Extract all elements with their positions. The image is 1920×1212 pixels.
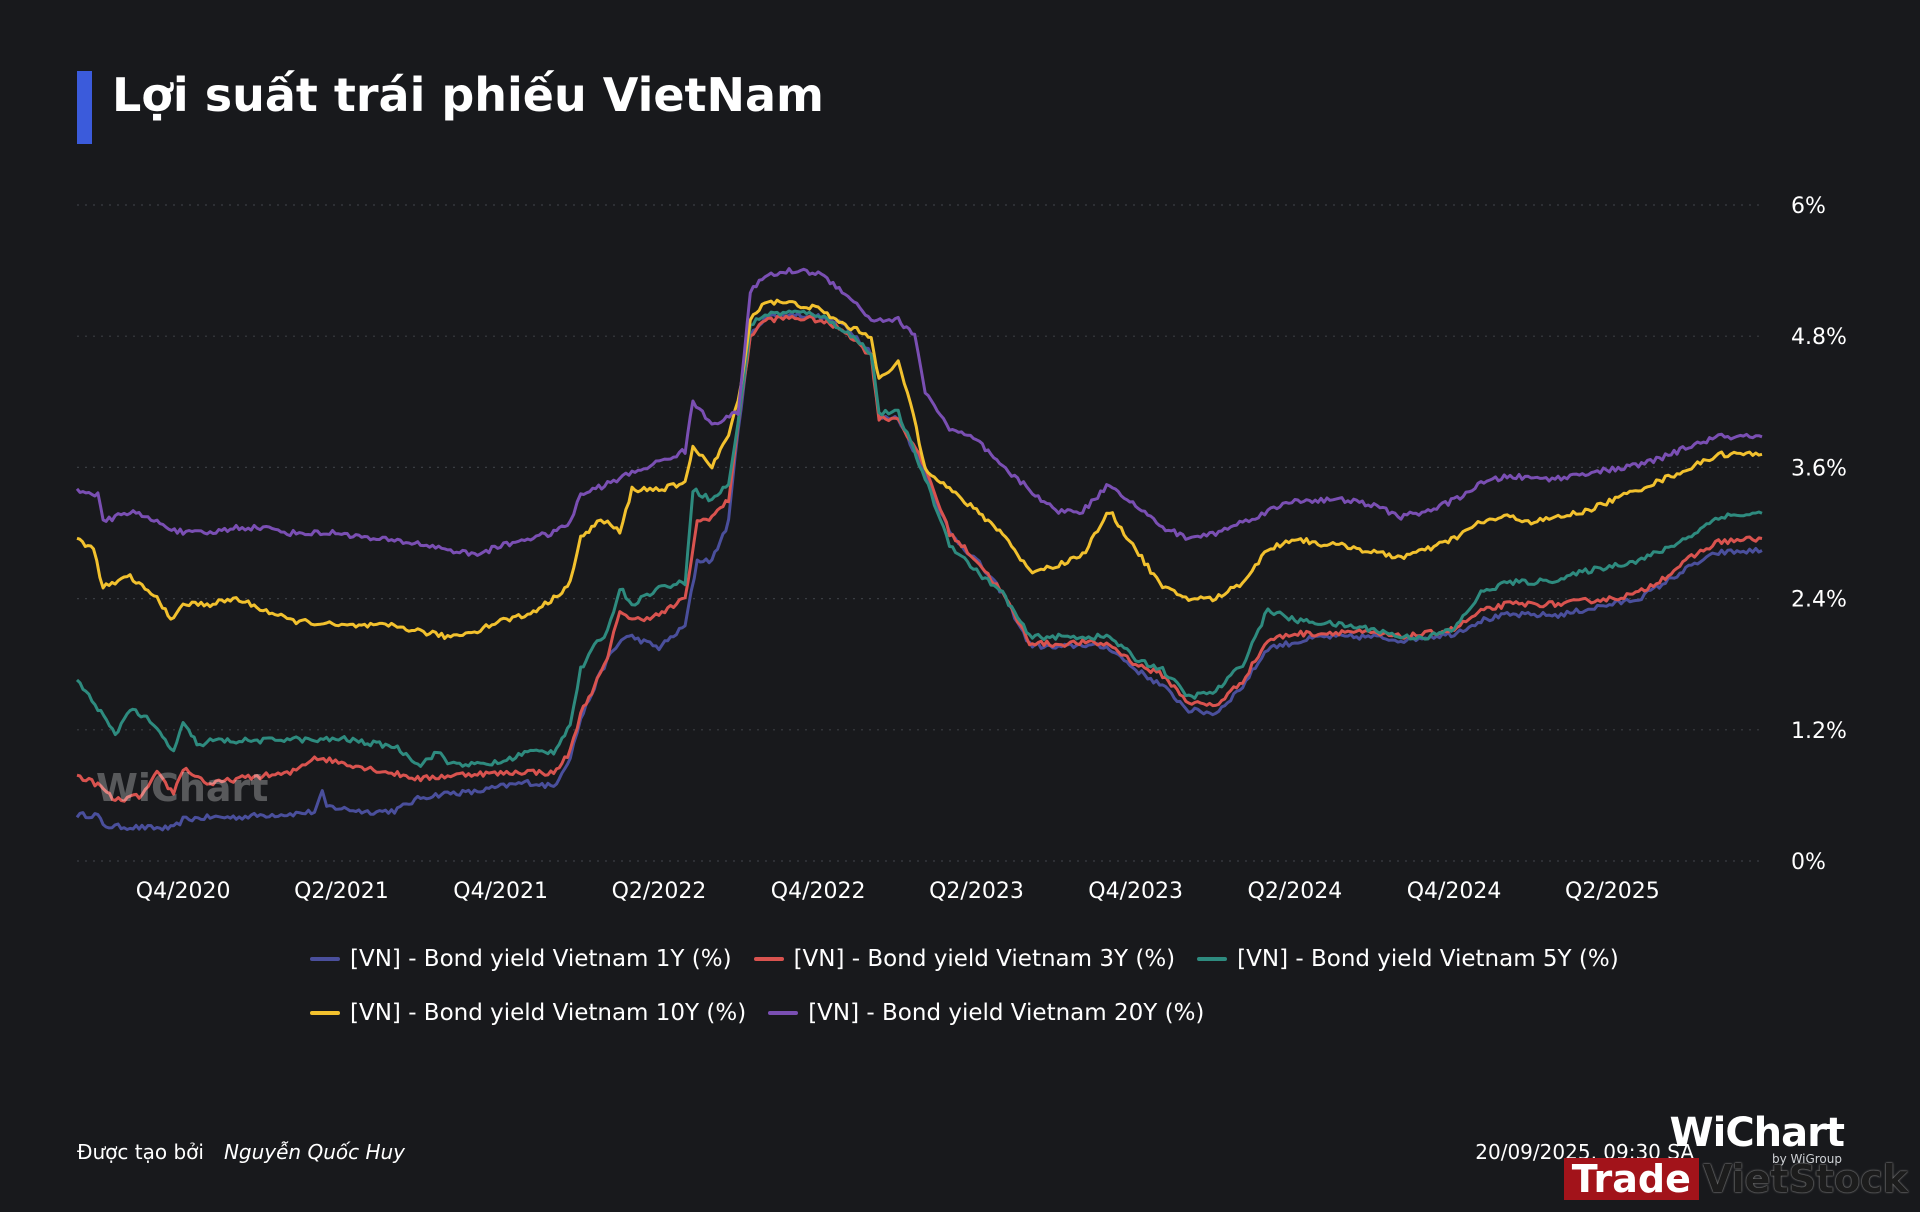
created-by-label: Được tạo bởi bbox=[77, 1140, 204, 1164]
chart-legend: [VN] - Bond yield Vietnam 1Y (%) [VN] - B… bbox=[310, 946, 1670, 1026]
footer-credit: Được tạo bởi Nguyễn Quốc Huy bbox=[77, 1140, 405, 1164]
legend-swatch bbox=[310, 1011, 340, 1015]
legend-swatch bbox=[310, 957, 340, 961]
legend-item[interactable]: [VN] - Bond yield Vietnam 10Y (%) bbox=[310, 1000, 746, 1026]
legend-swatch bbox=[768, 1011, 799, 1015]
x-tick-label: Q2/2021 bbox=[294, 879, 389, 904]
legend-label: [VN] - Bond yield Vietnam 10Y (%) bbox=[350, 1000, 747, 1026]
title-accent-bar bbox=[77, 71, 92, 144]
x-tick-label: Q2/2025 bbox=[1565, 879, 1660, 904]
wichart-logo: WiChart bbox=[1669, 1110, 1845, 1156]
y-axis-ticks: 0% 1.2% 2.4% 3.6% 4.8% 6% bbox=[1791, 194, 1847, 875]
series-line-3 bbox=[76, 298, 1763, 640]
legend-item[interactable]: [VN] - Bond yield Vietnam 3Y (%) bbox=[753, 946, 1176, 972]
series-line-1 bbox=[76, 314, 1763, 803]
x-tick-label: Q2/2023 bbox=[929, 879, 1024, 904]
legend-label: [VN] - Bond yield Vietnam 1Y (%) bbox=[350, 946, 732, 972]
legend-label: [VN] - Bond yield Vietnam 3Y (%) bbox=[793, 946, 1176, 972]
y-tick-label: 0% bbox=[1791, 850, 1826, 875]
legend-item[interactable]: [VN] - Bond yield Vietnam 5Y (%) bbox=[1197, 946, 1619, 972]
chart-title: Lợi suất trái phiếu VietNam bbox=[112, 68, 824, 122]
legend-item[interactable]: [VN] - Bond yield Vietnam 1Y (%) bbox=[310, 946, 732, 972]
author-name: Nguyễn Quốc Huy bbox=[223, 1140, 406, 1164]
legend-swatch bbox=[1197, 957, 1228, 961]
tradevietstock-logo: Trade VietStock bbox=[1563, 1157, 1908, 1201]
x-tick-label: Q2/2022 bbox=[612, 879, 707, 904]
legend-swatch bbox=[753, 957, 784, 961]
x-tick-label: Q4/2021 bbox=[453, 879, 548, 904]
series-lines bbox=[75, 267, 1763, 832]
x-axis-ticks: Q4/2020 Q2/2021 Q4/2021 Q2/2022 Q4/2022 Q2/20… bbox=[136, 879, 1660, 904]
tradevietstock-logo-part2: VietStock bbox=[1702, 1157, 1908, 1201]
series-line-2 bbox=[75, 309, 1763, 768]
legend-label: [VN] - Bond yield Vietnam 5Y (%) bbox=[1237, 946, 1619, 972]
x-tick-label: Q4/2024 bbox=[1407, 879, 1502, 904]
y-tick-label: 2.4% bbox=[1791, 588, 1847, 613]
series-line-4 bbox=[75, 267, 1763, 557]
x-tick-label: Q4/2020 bbox=[136, 879, 231, 904]
y-tick-label: 4.8% bbox=[1791, 325, 1847, 350]
series-line-0 bbox=[75, 311, 1763, 832]
legend-label: [VN] - Bond yield Vietnam 20Y (%) bbox=[808, 1000, 1205, 1026]
legend-item[interactable]: [VN] - Bond yield Vietnam 20Y (%) bbox=[768, 1000, 1204, 1026]
x-tick-label: Q2/2024 bbox=[1248, 879, 1343, 904]
chart-watermark: WiChart bbox=[96, 766, 269, 810]
y-tick-label: 1.2% bbox=[1791, 719, 1847, 744]
x-tick-label: Q4/2022 bbox=[771, 879, 866, 904]
grid-lines bbox=[77, 204, 1762, 862]
y-tick-label: 6% bbox=[1791, 194, 1826, 219]
x-tick-label: Q4/2023 bbox=[1088, 879, 1183, 904]
y-tick-label: 3.6% bbox=[1791, 456, 1847, 481]
tradevietstock-logo-part1: Trade bbox=[1563, 1158, 1699, 1200]
wichart-logo-sub: by WiGroup bbox=[1771, 1152, 1842, 1166]
